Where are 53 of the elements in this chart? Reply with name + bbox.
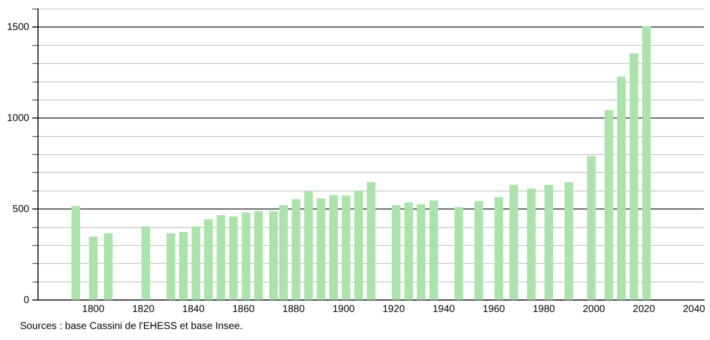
bar	[229, 216, 238, 300]
y-tick-label: 500	[12, 204, 30, 215]
bar	[142, 226, 150, 300]
bar	[392, 205, 400, 300]
bar	[342, 196, 350, 300]
bar	[544, 184, 554, 300]
bar	[404, 202, 413, 300]
bar	[292, 199, 300, 300]
x-tick-label: 1800	[82, 304, 105, 315]
bar	[242, 212, 250, 300]
bar	[166, 233, 176, 300]
bar	[179, 232, 188, 300]
bar	[642, 26, 651, 300]
bar	[604, 110, 614, 300]
bar	[71, 206, 80, 300]
source-note: Sources : base Cassini de l'EHESS et base Insee.	[20, 321, 243, 332]
x-tick-label: 2040	[682, 304, 706, 315]
x-tick-label: 2020	[632, 304, 656, 315]
bar	[416, 204, 426, 300]
x-tick-label: 2000	[582, 304, 606, 315]
bar	[474, 201, 484, 300]
bar	[526, 188, 536, 300]
bar	[254, 211, 263, 300]
bar	[316, 198, 326, 300]
bar	[617, 76, 626, 300]
bar	[454, 207, 464, 300]
bar	[304, 192, 313, 300]
bar	[587, 156, 596, 300]
x-tick-label: 1960	[482, 304, 506, 315]
bar	[429, 200, 438, 300]
x-tick-label: 1820	[132, 304, 155, 315]
bar	[216, 215, 226, 300]
bar	[564, 182, 574, 300]
y-tick-label: 0	[24, 294, 30, 306]
bar	[366, 182, 376, 300]
x-tick-label: 1860	[232, 304, 256, 315]
bar	[104, 233, 113, 300]
x-tick-label: 1920	[382, 304, 406, 315]
bar	[329, 195, 338, 300]
bar	[494, 197, 504, 300]
bar	[192, 226, 200, 300]
y-tick-label: 1000	[6, 112, 30, 124]
bar	[509, 184, 518, 300]
bar	[630, 53, 638, 300]
y-tick-label: 1500	[6, 22, 30, 33]
x-tick-label: 1940	[432, 304, 456, 315]
bar	[88, 236, 98, 300]
x-tick-label: 1840	[182, 304, 205, 315]
x-tick-label: 1880	[282, 304, 306, 315]
bar	[204, 219, 213, 300]
bar	[354, 190, 363, 300]
x-tick-label: 1900	[332, 304, 356, 315]
x-tick-label: 1980	[532, 304, 556, 315]
